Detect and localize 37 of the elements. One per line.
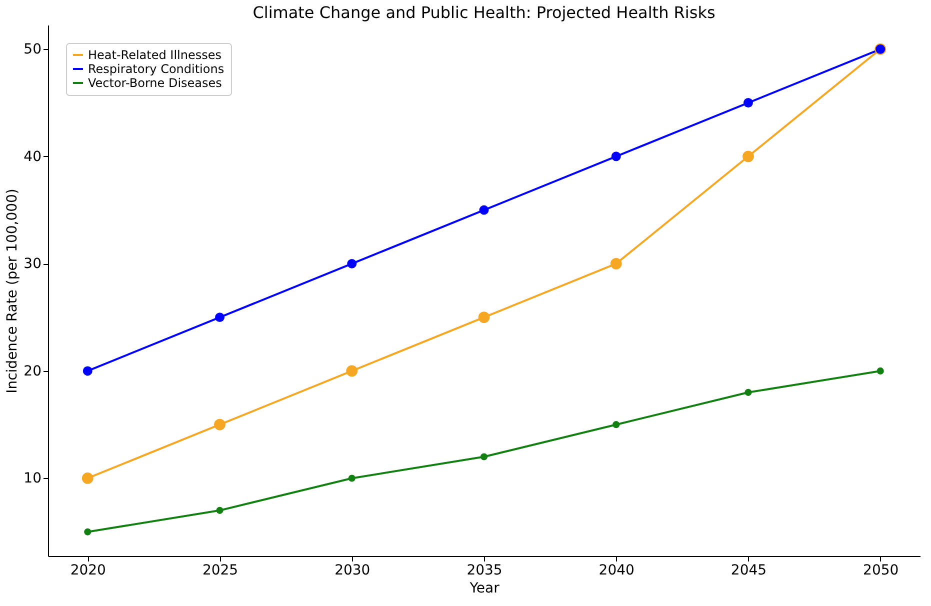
point [744, 98, 753, 108]
point [478, 312, 490, 324]
point [215, 312, 224, 322]
point [480, 453, 488, 460]
point [611, 152, 621, 162]
point [84, 528, 92, 536]
legend-label: Vector-Borne Diseases [88, 76, 222, 90]
x-tick-label: 2030 [334, 562, 370, 578]
chart-title: Climate Change and Public Health: Projected Health Risks [252, 3, 716, 22]
point [348, 474, 356, 482]
point [479, 205, 489, 215]
point [876, 367, 884, 374]
y-tick-label: 50 [24, 42, 42, 58]
point [612, 421, 620, 428]
point [82, 366, 92, 376]
y-axis-title: Incidence Rate (per 100,000) [4, 188, 21, 394]
point [346, 365, 358, 377]
point [610, 258, 622, 270]
point [742, 150, 754, 162]
y-tick-label: 10 [24, 470, 42, 487]
x-tick-label: 2050 [863, 562, 899, 578]
y-tick-label: 30 [24, 256, 42, 272]
x-tick-label: 2020 [70, 562, 106, 578]
x-tick-label: 2040 [598, 562, 634, 578]
point [744, 388, 752, 396]
point [216, 506, 224, 514]
point [214, 418, 226, 430]
y-tick-label: 20 [24, 363, 42, 380]
point [347, 258, 357, 268]
x-axis-title: Year [468, 580, 500, 596]
legend-label: Heat-Related Illnesses [88, 48, 222, 62]
x-tick-label: 2025 [202, 562, 238, 578]
y-tick-label: 40 [24, 148, 42, 165]
x-tick-label: 2035 [466, 562, 502, 578]
point [82, 472, 94, 484]
x-tick-label: 2045 [730, 562, 767, 578]
legend-label: Respiratory Conditions [88, 62, 224, 76]
